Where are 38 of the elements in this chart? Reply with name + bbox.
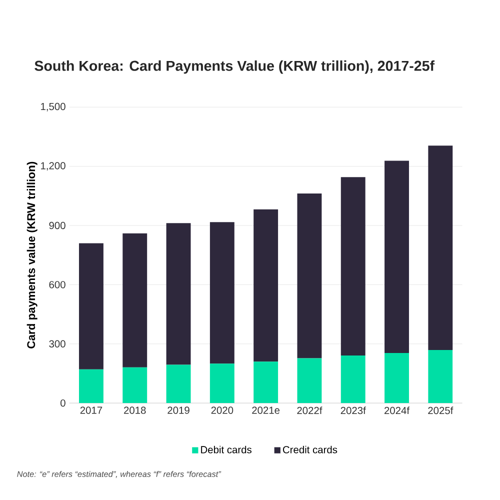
bar <box>122 367 148 404</box>
bar <box>122 233 148 368</box>
bar <box>340 177 366 356</box>
text: Note: “e” refers “estimated”, whereas “f” refers “forecast” <box>17 471 222 478</box>
bar <box>210 222 234 364</box>
x-tick-label: 2025f <box>428 406 454 414</box>
y-tick-label: 1,200 <box>41 162 66 171</box>
x-tick-label: 2022f <box>297 406 322 414</box>
x-tick-label: 2023f <box>340 406 366 414</box>
y-tick-label: 300 <box>49 340 66 348</box>
bar <box>384 160 409 353</box>
bar <box>210 364 234 404</box>
x-tick-label: 2021e <box>252 406 280 414</box>
x-tick-label: 2024f <box>384 406 410 414</box>
bar <box>428 350 453 404</box>
y-tick-label: 0 <box>60 399 66 407</box>
x-tick-label: 2018 <box>124 406 146 414</box>
bar <box>78 369 104 404</box>
bar <box>297 358 322 404</box>
x-tick-label: 2017 <box>80 406 102 414</box>
y-tick-label: 900 <box>49 222 66 230</box>
bar <box>78 243 104 370</box>
y-axis-title: Card payments value (KRW trillion) <box>26 162 38 348</box>
y-tick-label: 600 <box>49 281 66 288</box>
bar <box>254 209 278 362</box>
bar <box>340 356 366 404</box>
x-tick-label: 2020 <box>211 406 234 414</box>
bar <box>384 352 409 404</box>
bar <box>297 194 322 358</box>
chart-title: South Korea: Card Payments Value (KRW trillion), 2017-25f <box>34 60 435 74</box>
bar <box>166 223 191 365</box>
bar <box>166 364 191 404</box>
legend-label: Debit cards <box>201 446 252 454</box>
bar <box>254 362 278 404</box>
x-tick-label: 2019 <box>168 406 190 414</box>
legend-label: Credit cards <box>282 446 338 454</box>
bar <box>428 146 453 350</box>
y-tick-label: 1,500 <box>41 102 66 112</box>
